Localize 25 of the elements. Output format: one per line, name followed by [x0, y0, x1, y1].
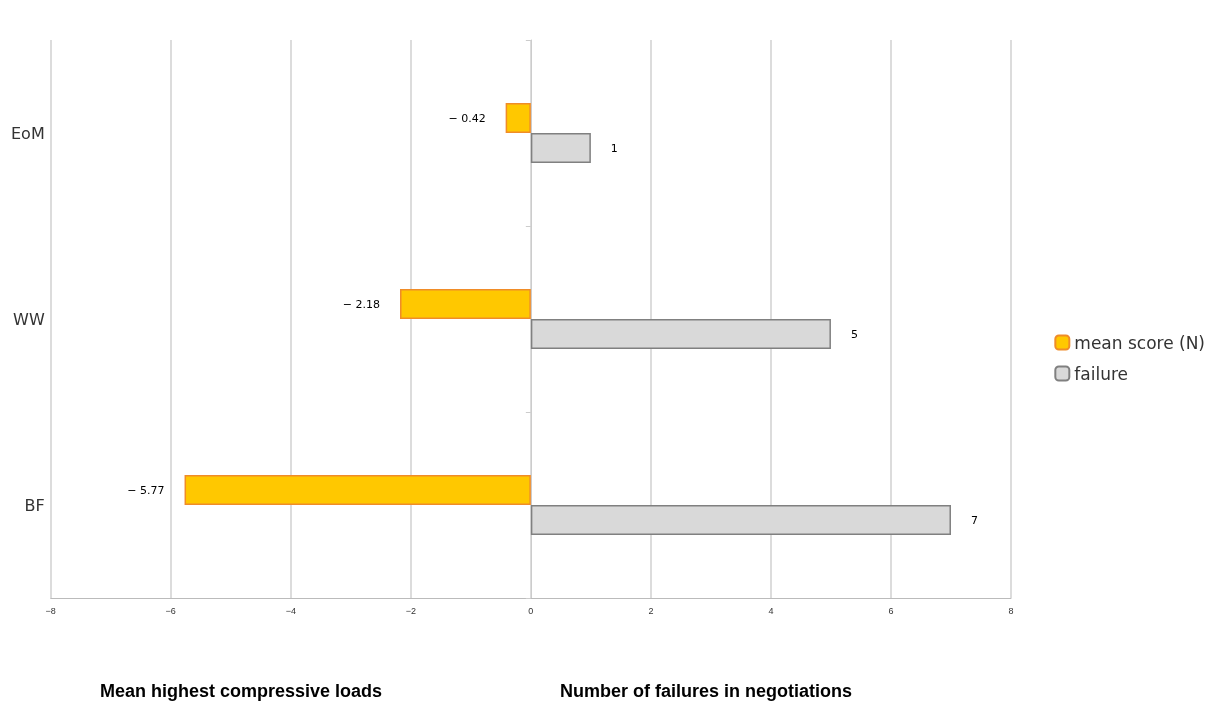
text: Mean highest compressive loads — [100, 681, 383, 701]
text: Number of failures in negotiations — [560, 681, 853, 701]
data-label: 1 — [610, 141, 618, 155]
data-label: 7 — [970, 513, 978, 527]
legend-label: failure — [1074, 363, 1129, 384]
x-tick-label: −2 — [405, 605, 416, 616]
data-label: − 0.42 — [448, 111, 486, 125]
x-tick-label: −6 — [165, 605, 176, 616]
x-tick-label: −4 — [285, 605, 296, 616]
x-tick-label: −8 — [45, 605, 56, 616]
data-label: 5 — [850, 327, 858, 341]
legend-label: mean score (N) — [1074, 332, 1206, 353]
bar — [505, 103, 531, 133]
x-tick-label: 2 — [648, 605, 654, 616]
x-tick-label: 0 — [528, 605, 534, 616]
data-label: − 2.18 — [342, 297, 381, 311]
y-tick-label: WW — [13, 309, 45, 329]
y-tick-label: EoM — [11, 123, 45, 143]
bar — [184, 475, 531, 505]
x-tick-label: 6 — [888, 605, 894, 616]
x-tick-label: 8 — [1008, 605, 1014, 616]
y-tick-label: BF — [24, 495, 45, 515]
bar — [400, 289, 531, 319]
data-label: − 5.77 — [127, 483, 165, 497]
x-tick-label: 4 — [768, 605, 774, 616]
